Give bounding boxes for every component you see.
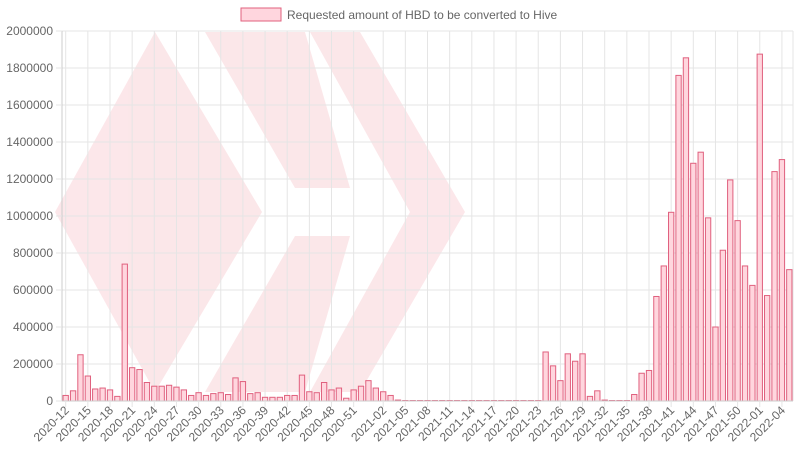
- bar[interactable]: [306, 391, 313, 402]
- bar[interactable]: [195, 392, 202, 402]
- bar[interactable]: [202, 394, 210, 402]
- y-tick-label: 800000: [13, 246, 53, 260]
- y-tick-label: 1200000: [6, 172, 53, 186]
- bar[interactable]: [335, 387, 343, 402]
- bar[interactable]: [564, 353, 571, 402]
- bar[interactable]: [210, 393, 217, 402]
- bar[interactable]: [357, 385, 365, 402]
- bar[interactable]: [69, 390, 77, 402]
- legend[interactable]: Requested amount of HBD to be converted …: [240, 7, 557, 22]
- bar[interactable]: [92, 388, 99, 402]
- bar[interactable]: [365, 380, 372, 402]
- bar[interactable]: [232, 377, 239, 402]
- bar[interactable]: [261, 396, 269, 402]
- bar[interactable]: [579, 353, 586, 402]
- bar[interactable]: [62, 394, 69, 402]
- bar[interactable]: [586, 395, 594, 402]
- bar[interactable]: [247, 393, 254, 402]
- bar[interactable]: [675, 74, 682, 402]
- x-axis-ticks: 2020-122020-152020-182020-212020-242020-…: [31, 401, 788, 444]
- bar[interactable]: [756, 53, 763, 402]
- bar[interactable]: [764, 295, 771, 402]
- bar[interactable]: [549, 365, 557, 402]
- bar[interactable]: [668, 211, 675, 402]
- bar[interactable]: [719, 249, 727, 402]
- bar[interactable]: [778, 159, 786, 402]
- bar[interactable]: [173, 386, 180, 402]
- bar[interactable]: [712, 326, 719, 402]
- bar[interactable]: [572, 360, 579, 402]
- grid-lines: [62, 30, 794, 402]
- bar[interactable]: [269, 396, 276, 402]
- bar[interactable]: [84, 375, 92, 402]
- bar[interactable]: [121, 263, 128, 402]
- bar[interactable]: [158, 385, 165, 402]
- bar[interactable]: [298, 374, 306, 402]
- y-tick-label: 1600000: [6, 98, 53, 112]
- bar[interactable]: [631, 394, 638, 402]
- bar[interactable]: [254, 392, 261, 402]
- bar[interactable]: [128, 367, 136, 402]
- bar[interactable]: [320, 382, 328, 402]
- bar[interactable]: [594, 390, 601, 402]
- bar[interactable]: [99, 387, 106, 402]
- bar[interactable]: [106, 389, 114, 402]
- y-tick-label: 400000: [13, 320, 53, 334]
- bar[interactable]: [224, 394, 232, 402]
- y-tick-label: 0: [46, 394, 53, 408]
- bar[interactable]: [284, 394, 291, 402]
- bar[interactable]: [380, 391, 387, 402]
- y-tick-label: 200000: [13, 357, 53, 371]
- bar[interactable]: [542, 351, 549, 402]
- bar[interactable]: [291, 394, 298, 402]
- bar[interactable]: [372, 387, 379, 402]
- bar[interactable]: [77, 354, 84, 402]
- bar[interactable]: [682, 57, 690, 402]
- legend-label[interactable]: Requested amount of HBD to be converted …: [287, 8, 557, 22]
- bar[interactable]: [727, 179, 734, 402]
- bar[interactable]: [653, 295, 660, 402]
- bar[interactable]: [704, 217, 712, 402]
- y-tick-label: 1800000: [6, 61, 53, 75]
- bar[interactable]: [151, 385, 158, 402]
- bar[interactable]: [741, 265, 749, 402]
- bar[interactable]: [217, 392, 224, 402]
- bar[interactable]: [143, 382, 151, 402]
- y-tick-label: 600000: [13, 283, 53, 297]
- bar[interactable]: [557, 380, 564, 402]
- bar[interactable]: [697, 151, 704, 402]
- hive-logo-watermark: [55, 32, 465, 392]
- bar[interactable]: [771, 171, 778, 402]
- bar[interactable]: [638, 372, 645, 402]
- y-tick-label: 2000000: [6, 24, 53, 38]
- bar[interactable]: [114, 395, 121, 402]
- bar[interactable]: [749, 284, 756, 402]
- bar[interactable]: [387, 394, 394, 402]
- bar[interactable]: [165, 384, 173, 402]
- bar[interactable]: [350, 389, 357, 402]
- y-axis-ticks: 0 200000 400000 600000 800000 1000000 1200000 1…: [6, 24, 62, 408]
- bar[interactable]: [180, 389, 187, 402]
- bar[interactable]: [328, 389, 335, 402]
- bar[interactable]: [786, 269, 793, 402]
- bar[interactable]: [136, 369, 143, 402]
- bar[interactable]: [734, 220, 741, 402]
- bar[interactable]: [645, 369, 653, 402]
- bar[interactable]: [690, 162, 697, 402]
- bar[interactable]: [660, 265, 667, 402]
- y-tick-label: 1400000: [6, 135, 53, 149]
- legend-swatch[interactable]: [240, 7, 282, 22]
- bar[interactable]: [188, 394, 195, 402]
- bar[interactable]: [239, 381, 247, 402]
- bar[interactable]: [313, 392, 320, 402]
- bar[interactable]: [276, 396, 283, 402]
- y-tick-label: 1000000: [6, 209, 53, 223]
